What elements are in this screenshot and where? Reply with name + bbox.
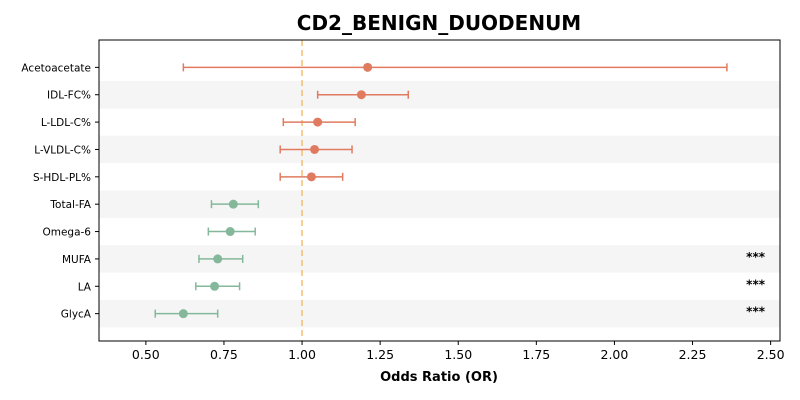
x-tick-label: 2.25 xyxy=(679,347,707,362)
significance-label: *** xyxy=(746,250,766,264)
data-marks: *** *** *** xyxy=(154,62,766,319)
x-tick-label: 1.75 xyxy=(522,347,550,362)
x-tick-label: 1.00 xyxy=(288,347,316,362)
x-tick-label: 1.50 xyxy=(444,347,472,362)
x-tick-label: 2.00 xyxy=(601,347,629,362)
y-tick-label: Acetoacetate xyxy=(21,62,91,74)
ci-row: *** xyxy=(195,277,766,291)
y-tick-label: L-LDL-C% xyxy=(41,117,91,129)
y-tick-label: LA xyxy=(78,281,92,293)
row-bands xyxy=(99,81,780,328)
significance-label: *** xyxy=(746,277,766,291)
y-tick-label: MUFA xyxy=(62,254,92,266)
x-tick-label: 2.50 xyxy=(757,347,785,362)
y-tick-label: L-VLDL-C% xyxy=(34,144,91,156)
x-tick-label: 1.25 xyxy=(366,347,394,362)
ci-row: *** xyxy=(198,250,766,264)
x-axis: 0.50 0.75 1.00 1.25 1.50 1.75 2.00 2.25 2.50 xyxy=(132,341,785,362)
significance-label: *** xyxy=(746,305,766,319)
point-estimate xyxy=(228,199,238,209)
point-estimate xyxy=(313,117,323,127)
point-estimate xyxy=(213,254,223,264)
y-tick-label: IDL-FC% xyxy=(47,90,91,102)
y-tick-label: GlycA xyxy=(61,309,92,321)
x-tick-label: 0.75 xyxy=(210,347,238,362)
point-estimate xyxy=(178,309,188,319)
ci-row xyxy=(182,62,728,72)
row-band xyxy=(99,81,780,109)
ci-row xyxy=(279,172,344,182)
ci-row xyxy=(282,117,356,127)
y-tick-label: S-HDL-PL% xyxy=(33,172,91,184)
y-tick-label: Total-FA xyxy=(49,199,91,211)
point-estimate xyxy=(363,62,373,72)
point-estimate xyxy=(225,227,235,237)
ci-row xyxy=(316,90,410,100)
ci-row xyxy=(210,199,260,209)
point-estimate xyxy=(356,90,366,100)
ci-row xyxy=(207,227,256,237)
x-axis-label: Odds Ratio (OR) xyxy=(380,370,498,385)
row-band xyxy=(99,135,780,164)
ci-row: *** xyxy=(154,305,766,319)
y-tick-label: Omega-6 xyxy=(42,227,91,239)
point-estimate xyxy=(310,144,320,154)
point-estimate xyxy=(306,172,316,182)
y-axis: Acetoacetate IDL-FC% L-LDL-C% L-VLDL-C% S-HD… xyxy=(21,62,99,321)
plot-frame xyxy=(98,39,781,342)
ci-row xyxy=(279,144,353,154)
point-estimate xyxy=(210,281,220,291)
row-band xyxy=(99,190,780,218)
chart-title: CD2_BENIGN_DUODENUM xyxy=(297,11,581,35)
x-tick-label: 0.50 xyxy=(132,347,160,362)
